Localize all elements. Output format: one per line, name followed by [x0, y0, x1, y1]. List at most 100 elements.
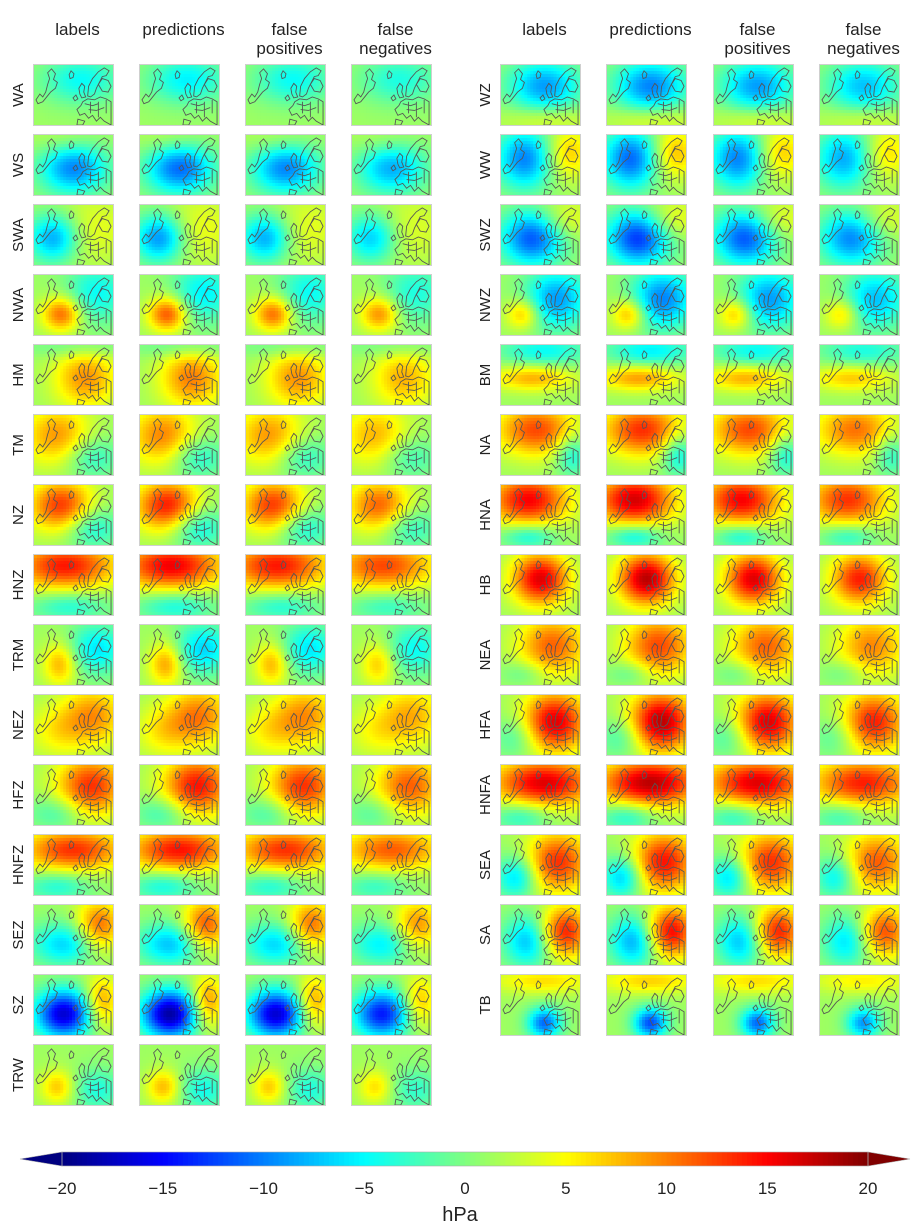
- heatmap-cell: [210, 153, 213, 156]
- heatmap-cell: [155, 95, 158, 98]
- heatmap-cell: [40, 180, 43, 183]
- heatmap-cell: [281, 180, 284, 183]
- heatmap-cell: [166, 165, 169, 168]
- heatmap-cell: [34, 259, 37, 262]
- heatmap-cell: [81, 144, 84, 147]
- heatmap-cell: [52, 223, 55, 226]
- heatmap-cell: [278, 171, 281, 174]
- heatmap-cell: [319, 165, 322, 168]
- heatmap-cell: [378, 192, 381, 195]
- heatmap-cell: [246, 119, 249, 122]
- heatmap-cell: [399, 147, 402, 150]
- heatmap-cell: [287, 71, 290, 74]
- heatmap-cell: [287, 183, 290, 186]
- heatmap-cell: [249, 174, 252, 177]
- column-header-line: false: [336, 20, 456, 39]
- heatmap-cell: [146, 174, 149, 177]
- heatmap-cell: [275, 116, 278, 119]
- heatmap-cell: [213, 165, 216, 168]
- panel-WS-false-negatives: [351, 134, 432, 196]
- heatmap-cell: [199, 68, 202, 71]
- heatmap-cell: [375, 135, 378, 138]
- heatmap-cell: [361, 180, 364, 183]
- heatmap-cell: [69, 153, 72, 156]
- heatmap-cell: [181, 135, 184, 138]
- heatmap-cell: [54, 159, 57, 162]
- heatmap-cell: [322, 141, 325, 144]
- heatmap-cell: [302, 101, 305, 104]
- heatmap-cell: [54, 192, 57, 195]
- heatmap-cell: [399, 168, 402, 171]
- heatmap-cell: [46, 119, 49, 122]
- heatmap-cell: [204, 189, 207, 192]
- heatmap-cell: [269, 186, 272, 189]
- heatmap-cell: [393, 80, 396, 83]
- heatmap-cell: [104, 95, 107, 98]
- heatmap-cell: [66, 153, 69, 156]
- heatmap-cell: [169, 144, 172, 147]
- heatmap-cell: [246, 77, 249, 80]
- heatmap-cell: [281, 153, 284, 156]
- heatmap-cell: [275, 86, 278, 89]
- heatmap-cell: [163, 71, 166, 74]
- heatmap-cell: [63, 214, 66, 217]
- heatmap-cell: [207, 153, 210, 156]
- heatmap-cell: [69, 104, 72, 107]
- heatmap-cell: [52, 232, 55, 235]
- heatmap-cell: [378, 98, 381, 101]
- heatmap-cell: [90, 226, 93, 229]
- heatmap-cell: [405, 80, 408, 83]
- heatmap-cell: [169, 77, 172, 80]
- heatmap-cell: [272, 95, 275, 98]
- heatmap-cell: [266, 174, 269, 177]
- heatmap-cell: [372, 119, 375, 122]
- heatmap-cell: [37, 141, 40, 144]
- heatmap-cell: [364, 192, 367, 195]
- heatmap-cell: [261, 122, 264, 125]
- heatmap-cell: [384, 104, 387, 107]
- heatmap-cell: [413, 65, 416, 68]
- heatmap-cell: [175, 116, 178, 119]
- heatmap-cell: [149, 147, 152, 150]
- heatmap-cell: [266, 180, 269, 183]
- heatmap-cell: [40, 244, 43, 247]
- heatmap-cell: [425, 95, 428, 98]
- heatmap-cell: [378, 141, 381, 144]
- heatmap-cell: [78, 141, 81, 144]
- heatmap-cell: [169, 83, 172, 86]
- heatmap-cell: [269, 162, 272, 165]
- heatmap-cell: [299, 80, 302, 83]
- heatmap-cell: [413, 80, 416, 83]
- heatmap-cell: [299, 65, 302, 68]
- heatmap-cell: [93, 223, 96, 226]
- heatmap-cell: [54, 259, 57, 262]
- heatmap-cell: [69, 162, 72, 165]
- heatmap-cell: [57, 214, 60, 217]
- heatmap-cell: [352, 71, 355, 74]
- heatmap-cell: [275, 113, 278, 116]
- heatmap-cell: [402, 80, 405, 83]
- heatmap-cell: [110, 135, 113, 138]
- heatmap-cell: [63, 71, 66, 74]
- heatmap-cell: [95, 232, 98, 235]
- heatmap-cell: [261, 98, 264, 101]
- heatmap-cell: [63, 80, 66, 83]
- heatmap-cell: [307, 192, 310, 195]
- heatmap-cell: [190, 180, 193, 183]
- heatmap-cell: [190, 144, 193, 147]
- heatmap-cell: [60, 86, 63, 89]
- heatmap-cell: [364, 122, 367, 125]
- heatmap-cell: [169, 110, 172, 113]
- heatmap-cell: [419, 180, 422, 183]
- heatmap-cell: [69, 92, 72, 95]
- heatmap-cell: [367, 95, 370, 98]
- heatmap-cell: [428, 165, 431, 168]
- heatmap-cell: [84, 250, 87, 253]
- heatmap-cell: [57, 250, 60, 253]
- heatmap-cell: [272, 147, 275, 150]
- heatmap-cell: [296, 116, 299, 119]
- heatmap-cell: [101, 150, 104, 153]
- heatmap-cell: [375, 192, 378, 195]
- heatmap-cell: [393, 159, 396, 162]
- heatmap-cell: [375, 183, 378, 186]
